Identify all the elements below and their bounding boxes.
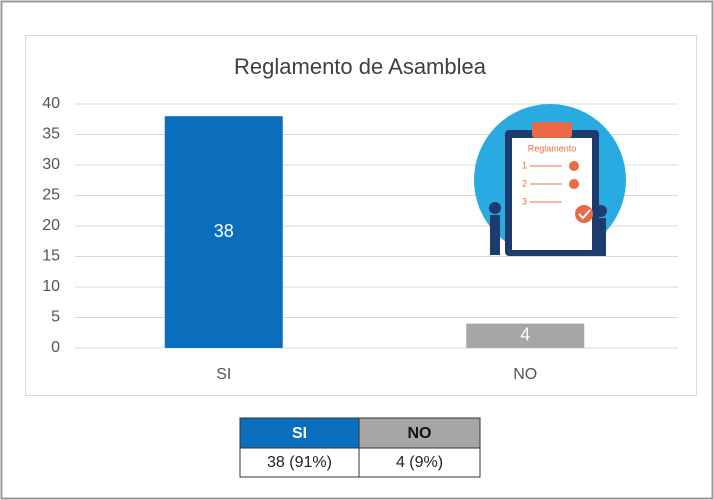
y-tick-label: 10 [42,278,60,295]
check-big [575,205,593,223]
illustration-label: Reglamento [528,143,577,153]
table-value: 4 (9%) [396,454,443,471]
summary-table: SI NO 38 (91%) 4 (9%) [239,417,481,478]
y-tick-label: 35 [42,126,60,143]
table-value: 38 (91%) [267,454,332,471]
illustration-item: 2 [522,178,527,188]
chart-title: Reglamento de Asamblea [234,54,487,79]
table-header-cell [358,417,481,449]
clipboard-paper [512,138,592,250]
y-tick-label: 40 [42,95,60,112]
person-head [489,202,501,214]
check [569,179,579,189]
illustration: Reglamento 1 2 3 [474,104,626,256]
bar [466,323,585,348]
check-mark [578,209,591,220]
y-tick-label: 5 [51,309,60,326]
data-label: 4 [520,325,530,345]
table-header: SI [292,425,307,442]
y-tick-label: 25 [42,187,60,204]
illustration-item: 3 [522,196,527,206]
data-label: 38 [214,221,234,241]
y-tick-label: 30 [42,156,60,173]
x-tick-label: NO [513,366,537,383]
clipboard-clip [532,122,572,138]
y-tick-label: 20 [42,217,60,234]
bar [164,116,283,348]
person [490,215,500,255]
x-tick-label: SI [216,366,231,383]
table-cell [239,447,360,478]
y-tick-label: 0 [51,339,60,356]
check [569,161,579,171]
illustration-item: 1 [522,160,527,170]
person [596,218,606,256]
person-head [595,205,607,217]
table-header: NO [408,425,432,442]
table-cell [358,447,481,478]
y-tick-label: 15 [42,248,60,265]
